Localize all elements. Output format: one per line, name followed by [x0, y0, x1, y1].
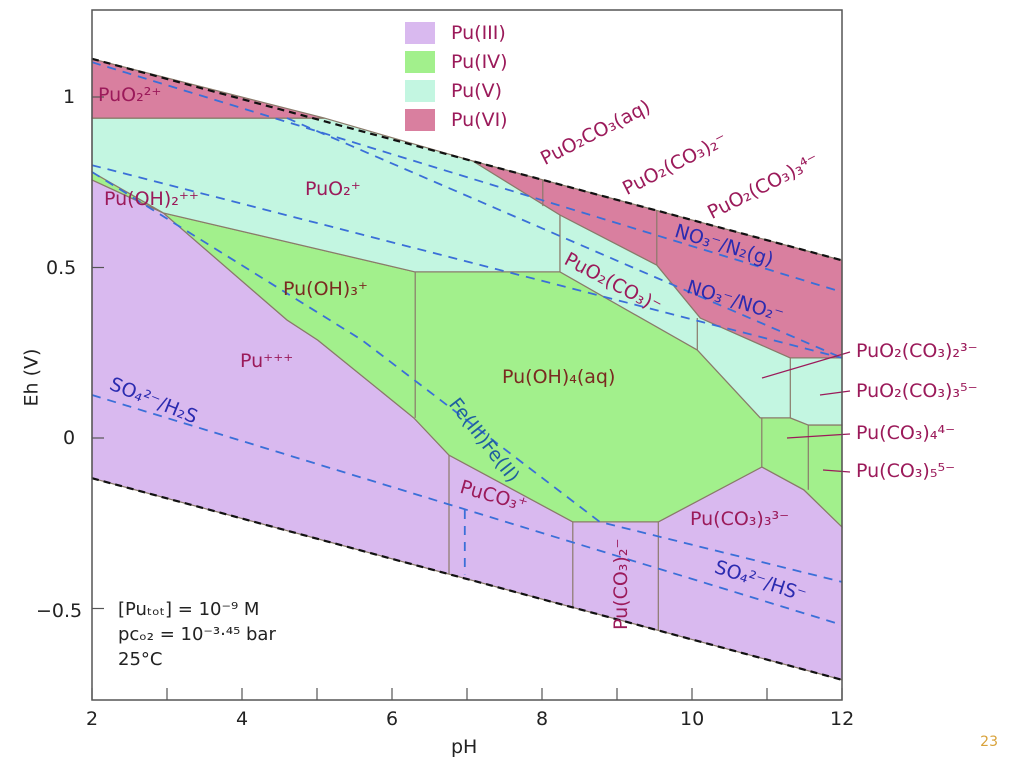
y-tick-label: 0.5	[46, 257, 77, 279]
x-tick-label: 10	[680, 708, 705, 730]
y-tick-label: 1	[63, 86, 76, 108]
leader-line	[786, 433, 851, 439]
label-pu-oh2: Pu(OH)₂⁺⁺	[104, 188, 199, 210]
label-puo2-co3-2-3minus: PuO₂(CO₃)₂³⁻	[856, 340, 978, 362]
leader-line	[761, 351, 851, 379]
page-number: 23	[980, 734, 998, 750]
label-puo2-2plus: PuO₂²⁺	[98, 84, 162, 106]
label-puo2-co3-3-5minus: PuO₂(CO₃)₃⁵⁻	[856, 380, 978, 402]
redox-line	[91, 61, 843, 293]
conditions-annotation: [Puₜₒₜ] = 10⁻⁹ M pᴄₒ₂ = 10⁻³·⁴⁵ bar 25°C	[118, 597, 276, 672]
x-axis-title: pH	[451, 736, 478, 758]
legend-label: Pu(VI)	[451, 108, 508, 131]
label-pu-oh4-aq: Pu(OH)₄(aq)	[502, 366, 616, 388]
redox-line	[286, 117, 843, 359]
y-axis-title: Eh (V)	[20, 348, 43, 407]
legend-swatch	[405, 79, 435, 102]
label-pu-oh3: Pu(OH)₃⁺	[283, 278, 368, 300]
redox-line	[91, 171, 843, 583]
water-stability-line	[91, 477, 843, 681]
x-tick-label: 4	[236, 708, 249, 730]
legend-swatch	[405, 108, 435, 131]
leader-line	[822, 469, 851, 473]
condition-temperature: 25°C	[118, 649, 163, 670]
legend-entry-pu-v: Pu(V)	[405, 76, 508, 105]
label-pu3plus: Pu⁺⁺⁺	[240, 350, 294, 372]
legend-swatch	[405, 21, 435, 44]
legend-swatch	[405, 50, 435, 73]
label-pu-co3-5: Pu(CO₃)₅⁵⁻	[856, 460, 956, 482]
legend-label: Pu(V)	[451, 79, 502, 102]
x-tick-label: 12	[830, 708, 855, 730]
label-pu-co3-3: Pu(CO₃)₃³⁻	[690, 508, 790, 530]
redox-line	[91, 164, 843, 359]
legend: Pu(III) Pu(IV) Pu(V) Pu(VI)	[405, 18, 508, 134]
label-puo2-plus: PuO₂⁺	[305, 178, 361, 200]
legend-entry-pu-vi: Pu(VI)	[405, 105, 508, 134]
x-tick-label: 2	[86, 708, 99, 730]
redox-line	[91, 394, 843, 626]
x-tick-label: 6	[386, 708, 399, 730]
legend-label: Pu(III)	[451, 21, 506, 44]
y-tick-label: −0.5	[36, 600, 83, 622]
condition-pco2: pᴄₒ₂ = 10⁻³·⁴⁵ bar	[118, 624, 276, 645]
leader-line	[819, 390, 851, 396]
water-stability-line	[91, 57, 843, 262]
legend-entry-pu-iii: Pu(III)	[405, 18, 508, 47]
legend-label: Pu(IV)	[451, 50, 508, 73]
label-pu-co3-4: Pu(CO₃)₄⁴⁻	[856, 422, 956, 444]
condition-pu-total: [Puₜₒₜ] = 10⁻⁹ M	[118, 599, 260, 620]
label-pu-co3-2: Pu(CO₃)₂⁻	[610, 538, 632, 630]
y-tick-label: 0	[63, 427, 76, 449]
x-tick-label: 8	[536, 708, 549, 730]
legend-entry-pu-iv: Pu(IV)	[405, 47, 508, 76]
